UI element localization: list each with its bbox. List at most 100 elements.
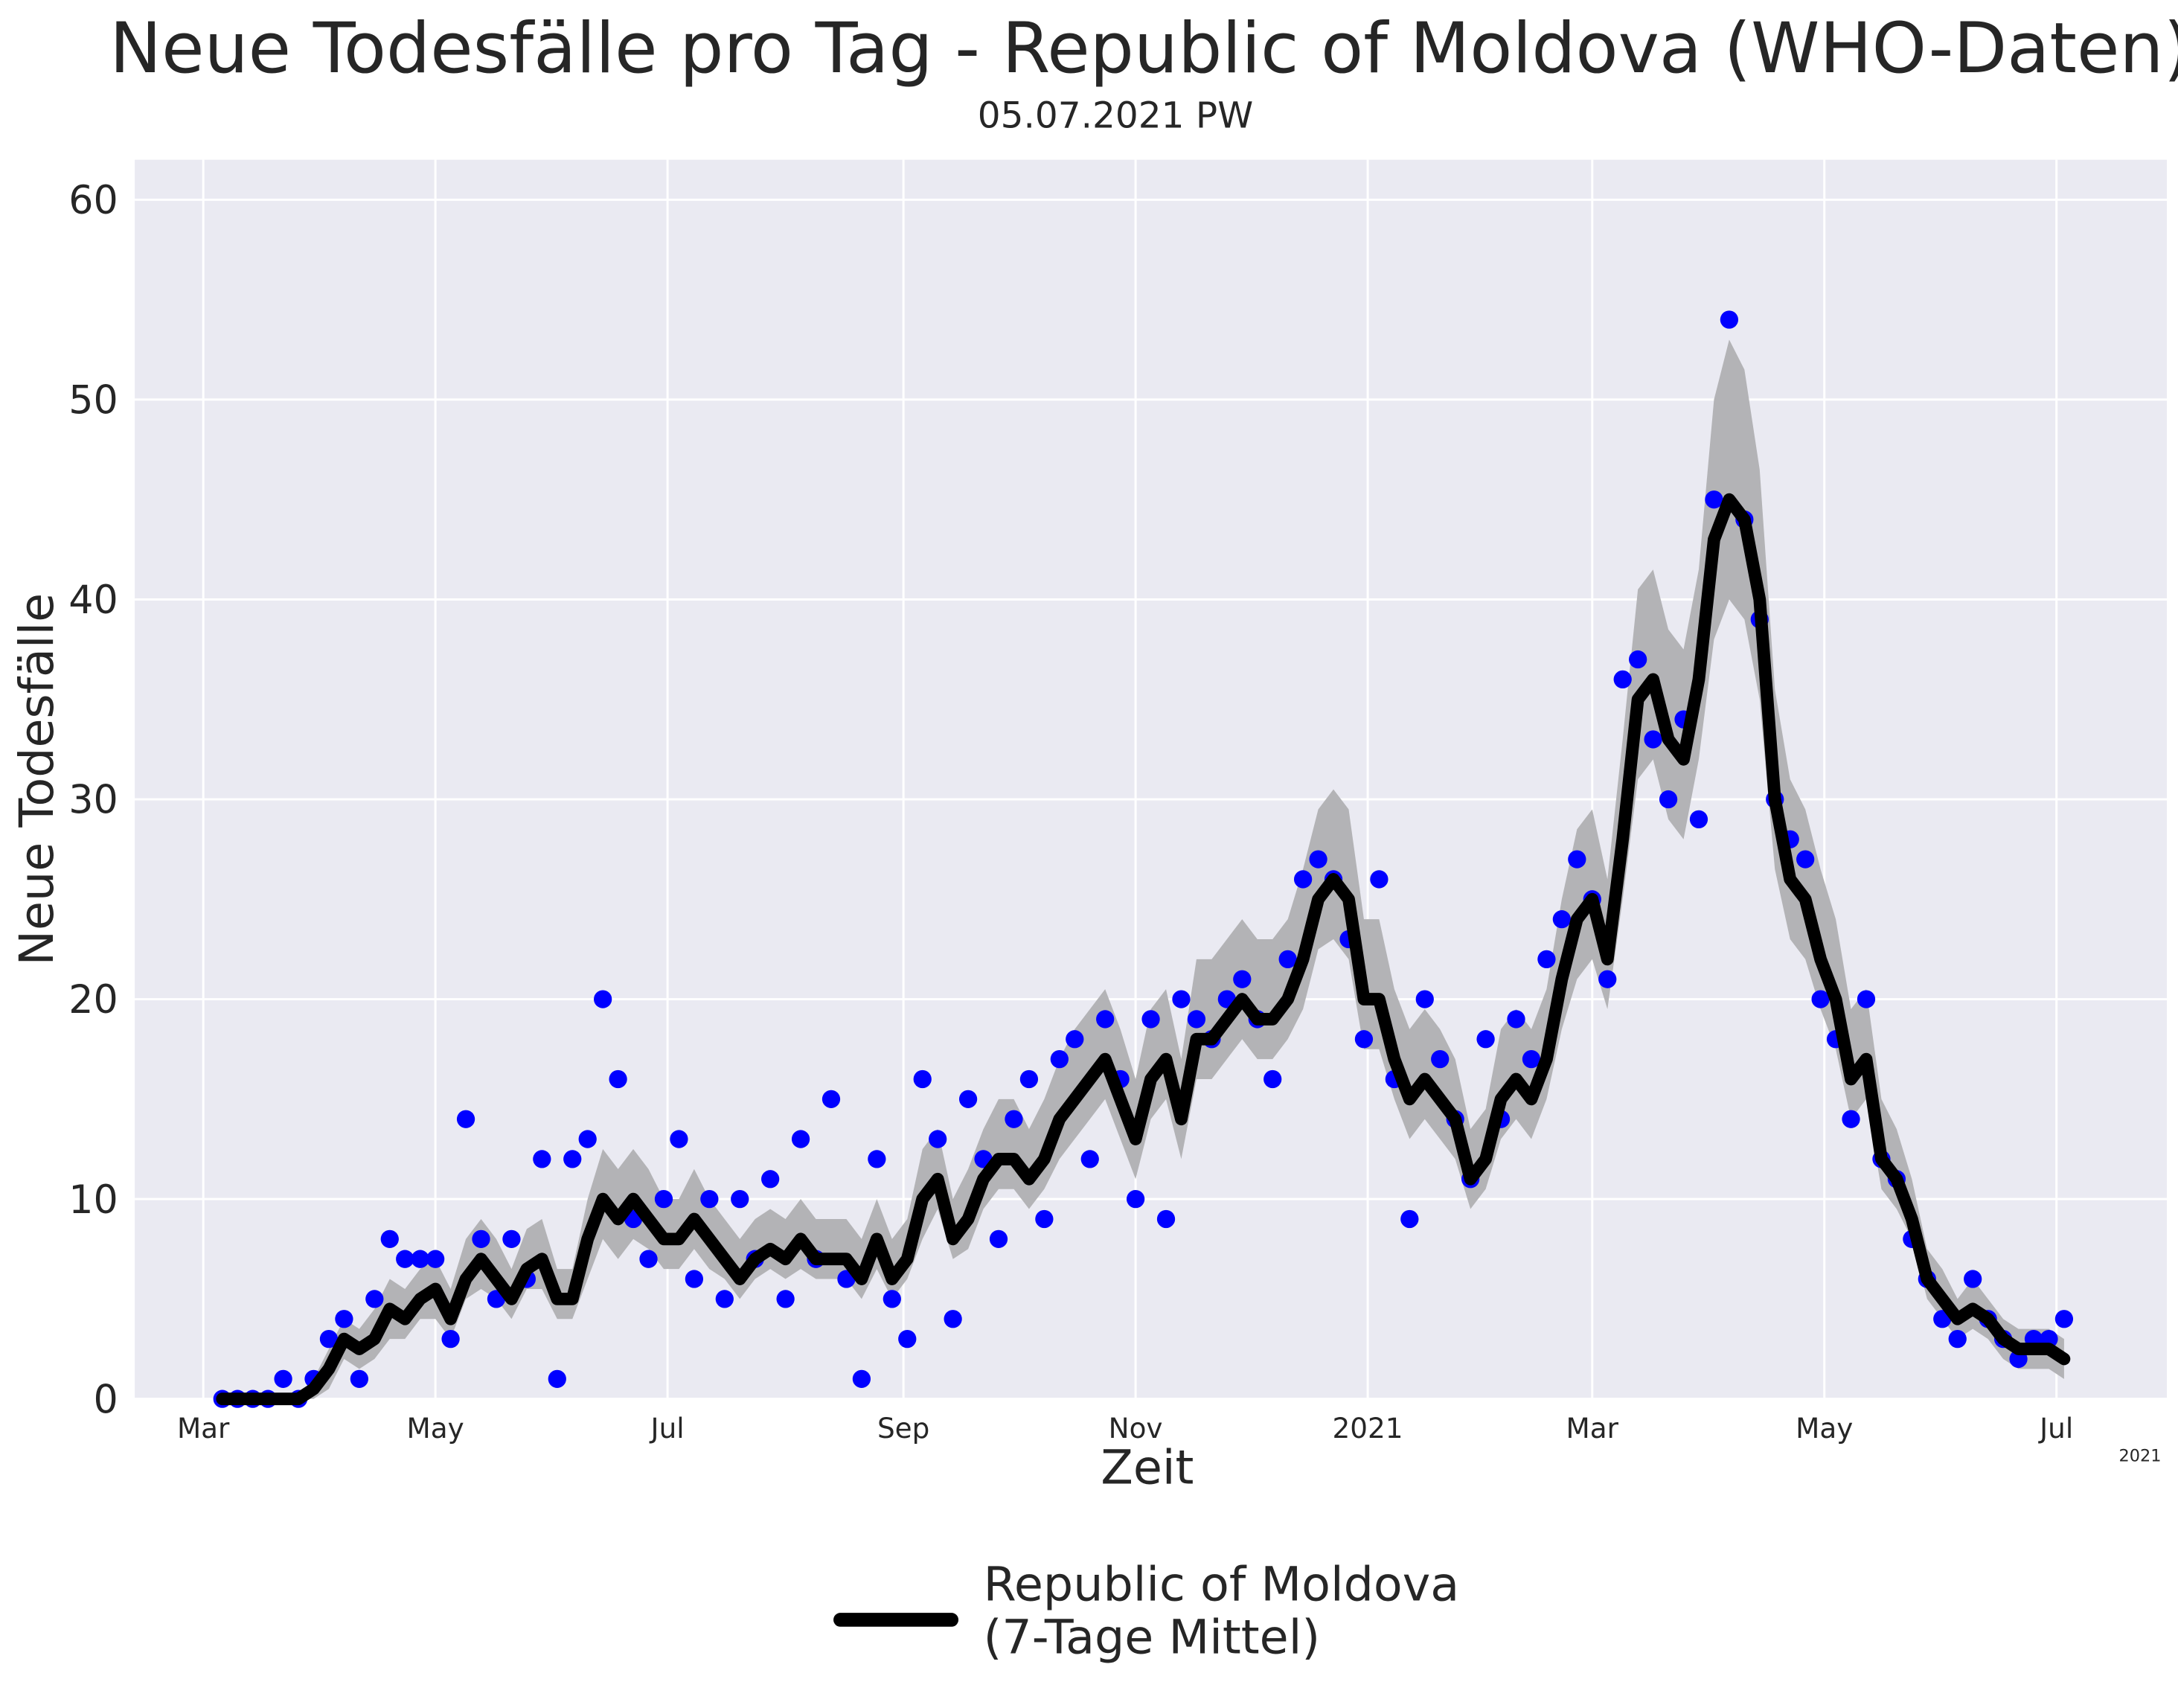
data-point: [989, 1229, 1008, 1248]
data-point: [958, 1090, 978, 1108]
data-point: [1522, 1050, 1541, 1069]
data-point: [548, 1369, 566, 1388]
x-tick-label: May: [1796, 1412, 1853, 1445]
y-axis-label: Neue Todesfälle: [9, 593, 64, 966]
data-point: [1233, 970, 1252, 988]
data-point: [821, 1090, 841, 1108]
data-point: [319, 1329, 339, 1349]
data-point: [396, 1250, 414, 1268]
legend-label: Republic of Moldova (7-Tage Mittel): [983, 1558, 1460, 1666]
data-point: [1096, 1010, 1115, 1029]
data-point: [685, 1270, 704, 1288]
data-point: [852, 1369, 871, 1388]
data-point: [1644, 730, 1662, 749]
x-tick-label: May: [407, 1412, 464, 1445]
data-point: [1156, 1209, 1176, 1229]
data-point: [1598, 970, 1617, 988]
data-point: [791, 1130, 810, 1148]
data-point: [1141, 1010, 1160, 1029]
data-point: [441, 1329, 460, 1349]
data-point: [1278, 950, 1297, 968]
mean-line: [216, 493, 2071, 1406]
grid: [135, 159, 2167, 1401]
data-point: [502, 1229, 521, 1248]
data-point: [929, 1130, 947, 1148]
x-offset-label: 2021: [2119, 1447, 2162, 1466]
data-point: [913, 1069, 932, 1089]
x-tick-label: Jul: [2038, 1412, 2073, 1445]
chart-subtitle: 05.07.2021 PW: [978, 95, 1253, 137]
data-point: [1309, 850, 1327, 869]
x-tick-label: Sep: [877, 1412, 929, 1445]
band: [222, 339, 2064, 1399]
data-point: [1263, 1069, 1282, 1089]
data-point: [609, 1069, 627, 1089]
data-point: [868, 1150, 886, 1168]
data-point: [1705, 490, 1723, 509]
data-point: [944, 1310, 962, 1328]
data-point: [1066, 1030, 1084, 1049]
data-point: [776, 1290, 795, 1308]
data-point: [883, 1290, 901, 1308]
data-point: [1476, 1030, 1495, 1049]
data-point: [731, 1189, 749, 1209]
data-point: [1857, 990, 1876, 1008]
data-point: [1126, 1189, 1145, 1209]
y-tick-label: 30: [68, 778, 118, 823]
y-tick-label: 50: [68, 378, 118, 423]
data-point: [1964, 1270, 1982, 1288]
x-tick-label: Nov: [1109, 1412, 1163, 1445]
data-point: [1796, 850, 1815, 869]
data-point: [1568, 850, 1586, 869]
data-point: [1050, 1050, 1069, 1069]
data-point: [1187, 1010, 1206, 1029]
data-point: [1415, 990, 1434, 1008]
data-point: [380, 1229, 399, 1248]
data-point: [1080, 1150, 1099, 1168]
y-tick-label: 40: [68, 578, 118, 623]
data-point: [1629, 650, 1647, 669]
data-point: [1370, 870, 1389, 889]
data-point: [639, 1250, 658, 1268]
x-tick-label: Jul: [650, 1412, 685, 1445]
data-point: [563, 1150, 582, 1168]
y-tick-label: 10: [68, 1177, 118, 1223]
data-point: [274, 1369, 292, 1388]
marks: [213, 310, 2074, 1408]
data-point: [1552, 910, 1572, 929]
x-axis-label: Zeit: [1101, 1440, 1194, 1495]
data-point: [2054, 1310, 2074, 1328]
data-point: [1659, 790, 1678, 809]
data-point: [1400, 1209, 1419, 1229]
data-point: [350, 1369, 368, 1388]
data-point: [365, 1290, 384, 1308]
data-point: [335, 1310, 353, 1328]
data-point: [1431, 1050, 1450, 1069]
x-tick-label: 2021: [1333, 1412, 1403, 1445]
legend: Republic of Moldova (7-Tage Mittel): [983, 1558, 1460, 1666]
data-point: [654, 1189, 673, 1209]
y-tick-label: 60: [68, 178, 118, 223]
data-point: [700, 1189, 719, 1209]
data-point: [761, 1170, 780, 1189]
data-point: [1354, 1030, 1374, 1049]
y-tick-label: 20: [68, 977, 118, 1023]
data-point: [578, 1130, 597, 1148]
plot-area: [135, 159, 2167, 1399]
data-point: [472, 1229, 490, 1248]
data-point: [1035, 1209, 1054, 1229]
data-point: [670, 1130, 688, 1148]
data-point: [1613, 670, 1632, 689]
data-point: [1172, 990, 1191, 1008]
data-point: [533, 1150, 551, 1168]
data-point: [898, 1329, 917, 1349]
data-point: [411, 1250, 429, 1268]
data-point: [1811, 990, 1830, 1008]
labels: 0 10 20 30 40 50 60 Mar May Jul Sep Nov 2021 Mar May Ju…: [68, 178, 2073, 1445]
data-point: [1019, 1069, 1039, 1089]
chart-title: Neue Todesfälle pro Tag - Republic of Mo…: [109, 8, 2178, 89]
data-point: [1689, 810, 1708, 829]
data-point: [456, 1110, 475, 1128]
x-tick-label: Mar: [1566, 1412, 1619, 1445]
